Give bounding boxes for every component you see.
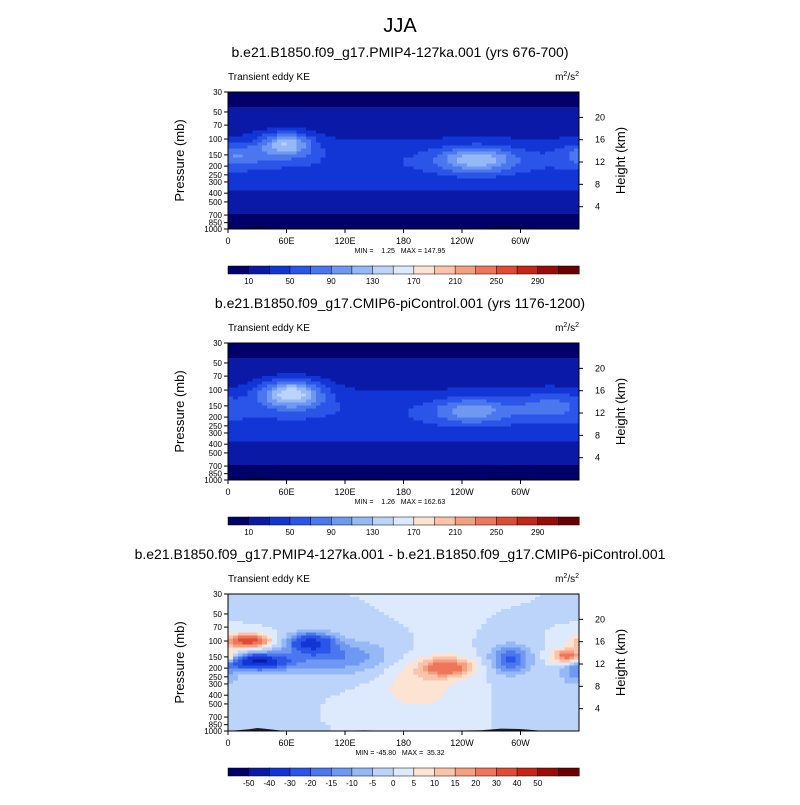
panel-left-label-1: Transient eddy KE bbox=[228, 72, 310, 83]
height-tick-label: 12 bbox=[595, 157, 605, 167]
colorbar-box bbox=[228, 266, 249, 274]
colorbar-box bbox=[496, 266, 517, 274]
x-tick-label: 0 bbox=[225, 236, 230, 246]
y-axis-label-right: Height (km) bbox=[613, 127, 628, 194]
x-tick-label: 60E bbox=[278, 236, 294, 246]
y-tick-label: 300 bbox=[209, 178, 223, 187]
height-tick-label: 16 bbox=[595, 135, 605, 145]
colorbar-label: 130 bbox=[366, 277, 380, 286]
x-tick-label: 120W bbox=[450, 236, 474, 246]
y-tick-label: 70 bbox=[213, 121, 222, 130]
x-tick-label: 120E bbox=[334, 236, 355, 246]
x-tick-label: 180 bbox=[396, 236, 411, 246]
panel-title-1: b.e21.B1850.f09_g17.PMIP4-127ka.001 (yrs… bbox=[231, 44, 568, 60]
colorbar-box bbox=[249, 266, 270, 274]
y-tick-label: 1000 bbox=[204, 225, 222, 234]
colorbar-box bbox=[393, 266, 414, 274]
height-tick-label: 8 bbox=[595, 179, 600, 189]
height-tick-label: 20 bbox=[595, 112, 605, 122]
colorbar-box bbox=[455, 266, 476, 274]
x-tick-label: 60W bbox=[511, 236, 530, 246]
colorbar-label: 250 bbox=[490, 277, 504, 286]
colorbar-label: 170 bbox=[407, 277, 421, 286]
panel-1: b.e21.B1850.f09_g17.PMIP4-127ka.001 (yrs… bbox=[172, 44, 628, 286]
panel-units-1: m2/s2 bbox=[555, 71, 579, 83]
colorbar-box bbox=[373, 266, 394, 274]
colorbar-box bbox=[538, 266, 559, 274]
colorbar-label: 290 bbox=[531, 277, 545, 286]
y-tick-label: 50 bbox=[213, 108, 222, 117]
colorbar-box bbox=[434, 266, 455, 274]
colorbar-label: 10 bbox=[244, 277, 253, 286]
colorbar-label: 210 bbox=[448, 277, 462, 286]
figure-title: JJA bbox=[383, 15, 417, 37]
colorbar-box bbox=[476, 266, 497, 274]
y-tick-label: 200 bbox=[209, 162, 223, 171]
colorbar-label: 50 bbox=[285, 277, 294, 286]
colorbar-box bbox=[517, 266, 538, 274]
colorbar-box bbox=[414, 266, 435, 274]
y-tick-label: 400 bbox=[209, 189, 223, 198]
panel-2: b.e21.B1850.f09_g17.CMIP6-piControl.001 … bbox=[172, 295, 628, 537]
y-axis-label: Pressure (mb) bbox=[172, 119, 187, 201]
y-tick-label: 100 bbox=[209, 135, 223, 144]
y-tick-label: 150 bbox=[209, 151, 223, 160]
colorbar-label: 90 bbox=[327, 277, 336, 286]
panel-1-contours bbox=[228, 92, 580, 230]
y-tick-label: 500 bbox=[209, 198, 223, 207]
colorbar-box bbox=[290, 266, 311, 274]
y-tick-label: 30 bbox=[213, 88, 222, 97]
stats-text: MIN = 1.25 MAX = 147.95 bbox=[355, 248, 446, 255]
panel-title-2: b.e21.B1850.f09_g17.CMIP6-piControl.001 … bbox=[215, 295, 585, 311]
height-tick-label: 4 bbox=[595, 202, 600, 212]
colorbar-box bbox=[331, 266, 352, 274]
panel-units-2: m2/s2 bbox=[555, 322, 579, 334]
colorbar-box bbox=[311, 266, 332, 274]
panel-left-label-2: Transient eddy KE bbox=[228, 323, 310, 334]
colorbar-box bbox=[352, 266, 373, 274]
panel-2-contours bbox=[228, 343, 580, 481]
colorbar-box bbox=[558, 266, 579, 274]
colorbar-box bbox=[269, 266, 290, 274]
